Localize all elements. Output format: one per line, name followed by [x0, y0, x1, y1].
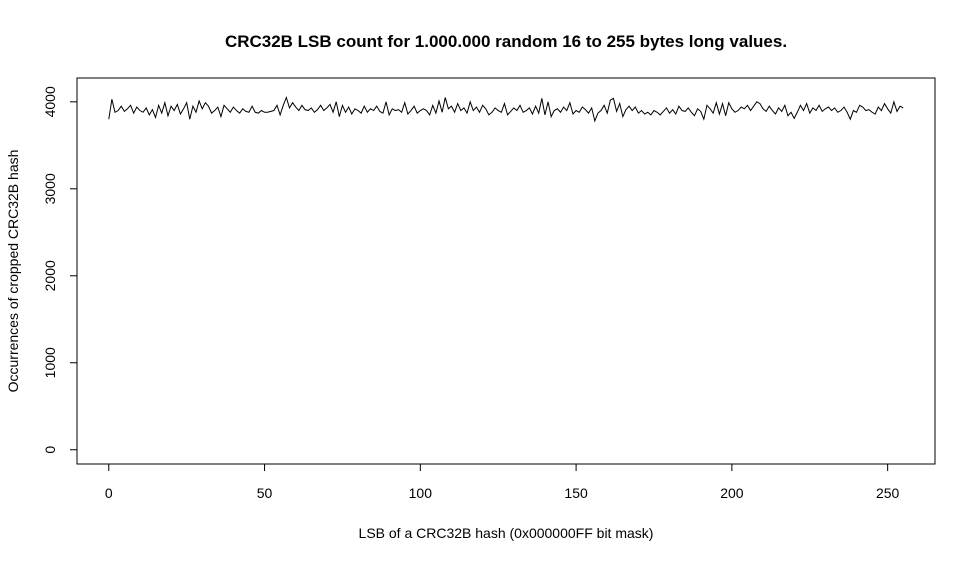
chart-title: CRC32B LSB count for 1.000.000 random 16… [225, 32, 787, 51]
y-axis-label: Occurrences of cropped CRC32B hash [5, 150, 21, 393]
y-tick-label: 2000 [42, 260, 58, 291]
x-tick-label: 100 [409, 485, 433, 501]
y-tick-label: 1000 [42, 347, 58, 378]
x-tick-label: 200 [720, 485, 744, 501]
x-tick-label: 150 [564, 485, 588, 501]
x-tick-label: 250 [876, 485, 900, 501]
x-tick-label: 50 [257, 485, 273, 501]
y-tick-label: 3000 [42, 173, 58, 204]
x-axis-label: LSB of a CRC32B hash (0x000000FF bit mas… [359, 525, 654, 541]
data-line [108, 95, 904, 123]
y-tick-label: 0 [42, 446, 58, 454]
y-tick-label: 4000 [42, 86, 58, 117]
x-tick-label: 0 [105, 485, 113, 501]
